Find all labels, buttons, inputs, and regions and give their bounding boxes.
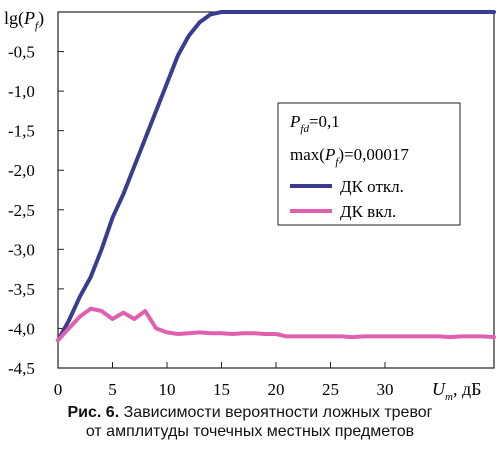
series-line-dk-off — [56, 10, 496, 343]
y-tick-label: -2,0 — [8, 161, 35, 180]
y-tick-label: -4,5 — [8, 359, 35, 378]
x-tick-label: 20 — [268, 380, 285, 399]
caption-line-2: от амплитуды точечных местных предметов — [85, 423, 415, 440]
x-tick-label: 30 — [377, 380, 394, 399]
x-tick-label: 10 — [159, 380, 176, 399]
x-tick-label: 25 — [322, 380, 339, 399]
series-layer — [56, 10, 496, 343]
y-tick-label: -2,5 — [8, 201, 35, 220]
y-axis-title: lg(Pf) — [4, 8, 44, 32]
y-axis: -0,5 -1,0 -1,5 -2,0 -2,5 -3,0 -3,5 -4,0 -4,5 — [8, 43, 64, 378]
series-line-dk-on — [56, 306, 496, 343]
x-tick-label: 15 — [213, 380, 230, 399]
legend-param-maxpf: max(Pf)=0,00017 — [290, 145, 409, 168]
chart: -0,5 -1,0 -1,5 -2,0 -2,5 -3,0 -3,5 -4,0 -4,5 0 5 1… — [4, 8, 496, 400]
y-tick-label: -1,0 — [8, 82, 35, 101]
x-axis: 0 5 10 15 20 25 30 — [54, 362, 394, 399]
y-tick-label: -3,0 — [8, 240, 35, 259]
legend-param-pfd: Pfd=0,1 — [289, 112, 340, 135]
legend-label-dk-on: ДК вкл. — [340, 202, 396, 221]
caption-label: Рис. 6. — [67, 404, 120, 421]
x-tick-label: 5 — [108, 380, 117, 399]
y-tick-label: -1,5 — [8, 122, 35, 141]
legend-box — [277, 102, 461, 226]
y-tick-label: -0,5 — [8, 43, 35, 62]
caption-line-1: Рис. 6. Зависимости вероятности ложных т… — [0, 403, 500, 422]
x-axis-title: Um, дБ — [432, 379, 481, 400]
x-tick-label: 0 — [54, 380, 63, 399]
legend: Pfd=0,1 max(Pf)=0,00017 ДК откл. ДК вкл. — [277, 102, 461, 226]
legend-label-dk-off: ДК откл. — [340, 177, 404, 196]
y-tick-label: -3,5 — [8, 280, 35, 299]
caption-text-1: Зависимости вероятности ложных тревог — [123, 404, 433, 421]
y-tick-label: -4,0 — [8, 319, 35, 338]
figure-caption: Рис. 6. Зависимости вероятности ложных т… — [0, 403, 500, 441]
